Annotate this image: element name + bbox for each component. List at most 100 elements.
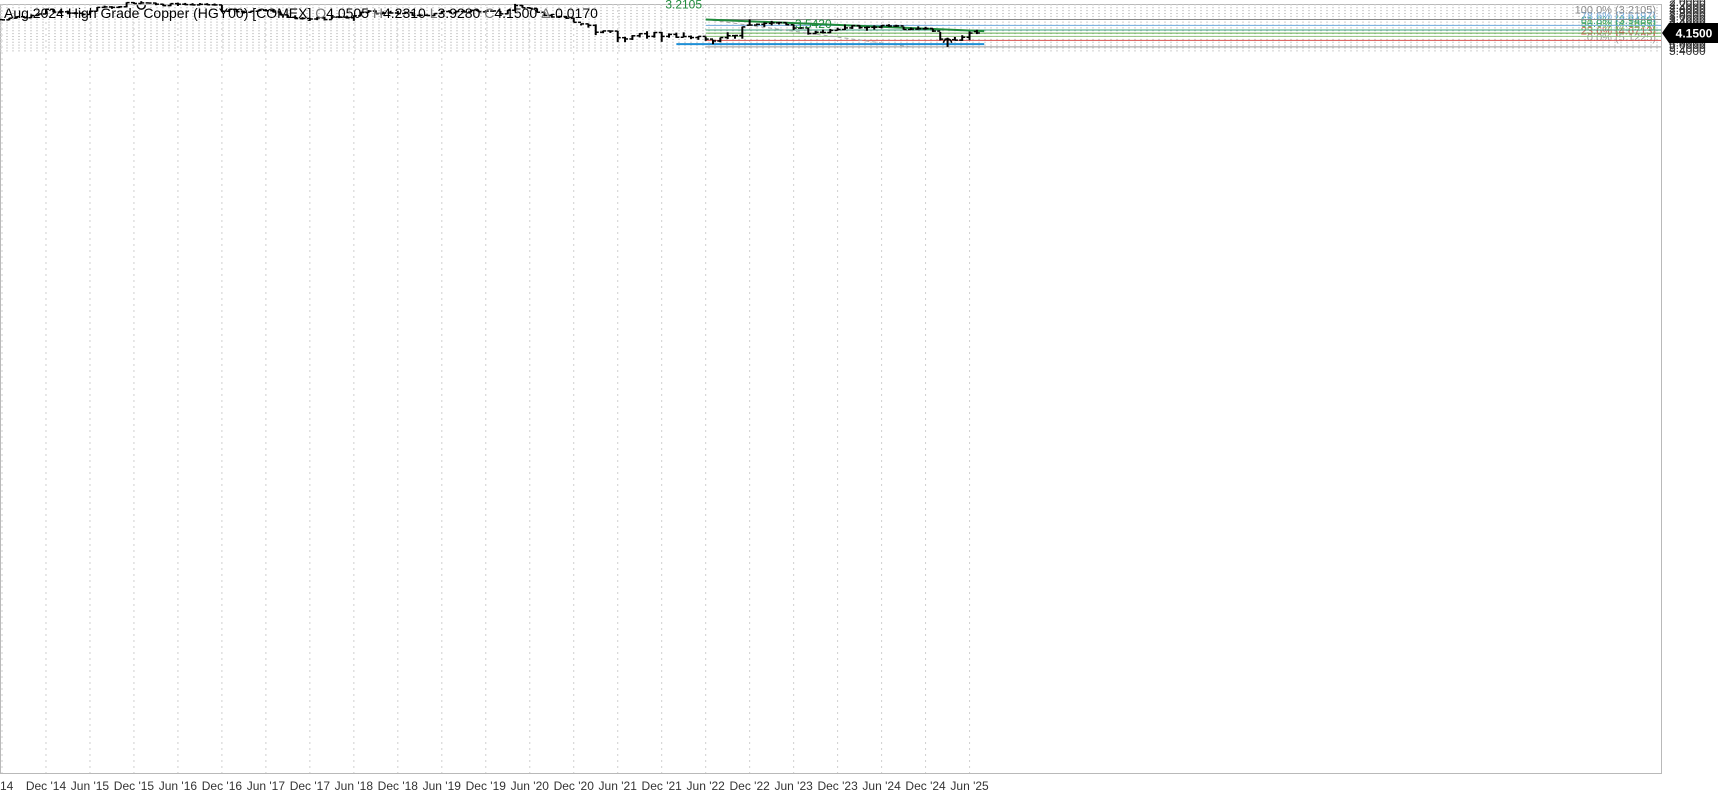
x-tick-label: Dec '17 xyxy=(290,779,331,793)
ohlc-bar xyxy=(20,15,27,19)
y-tick-label: 5.4000 xyxy=(1669,44,1706,58)
ohlc-bar xyxy=(424,14,431,17)
ohlc-bar xyxy=(695,35,702,40)
ohlc-bar xyxy=(878,24,885,29)
ohlc-bar xyxy=(416,14,423,17)
ohlc-bar xyxy=(248,10,255,13)
ohlc-bar xyxy=(196,3,203,6)
x-tick-label: Jun '22 xyxy=(687,779,726,793)
ohlc-bar xyxy=(387,10,394,14)
ohlc-bar xyxy=(336,15,343,19)
ohlc-bar xyxy=(797,27,804,29)
ohlc-bar xyxy=(585,23,592,28)
ohlc-bar xyxy=(614,30,621,43)
ohlc-bar xyxy=(94,6,101,12)
x-tick-label: Dec '23 xyxy=(817,779,858,793)
ohlc-bar xyxy=(292,15,299,20)
x-tick-label: Jun '23 xyxy=(774,779,813,793)
ohlc-bar xyxy=(907,27,914,31)
x-tick-label: Dec '22 xyxy=(730,779,771,793)
ohlc-bar xyxy=(431,12,438,17)
ohlc-bar xyxy=(622,36,629,43)
ohlc-bar xyxy=(592,24,599,36)
ohlc-bar xyxy=(746,19,753,26)
ohlc-bar xyxy=(482,10,489,13)
ohlc-bar xyxy=(607,30,614,33)
ohlc-bar xyxy=(86,10,93,16)
y-tick-label: 2.2000 xyxy=(1669,0,1706,12)
x-tick-label: Dec '16 xyxy=(202,779,243,793)
ohlc-bar xyxy=(438,10,445,15)
ohlc-bar xyxy=(512,3,519,12)
ohlc-bar xyxy=(658,31,665,42)
ohlc-bar xyxy=(761,22,768,27)
ohlc-bar xyxy=(138,1,145,5)
ohlc-bar xyxy=(922,26,929,30)
ohlc-bar xyxy=(827,28,834,34)
ohlc-bar xyxy=(739,26,746,39)
ohlc-bar xyxy=(233,8,240,13)
ohlc-bar xyxy=(189,3,196,6)
ohlc-bar xyxy=(871,25,878,30)
ohlc-bar xyxy=(204,3,211,6)
ohlc-bar xyxy=(0,18,5,21)
ohlc-bar xyxy=(226,8,233,13)
y-tick-label: 3.2000 xyxy=(1669,12,1706,26)
y-tick-label: 2.0000 xyxy=(1669,0,1706,9)
ohlc-bar xyxy=(262,9,269,12)
ohlc-bar xyxy=(951,36,958,41)
y-tick-label: 2.4000 xyxy=(1669,1,1706,15)
ohlc-bar xyxy=(299,17,306,20)
ohlc-bar xyxy=(966,31,973,41)
ohlc-bar xyxy=(893,24,900,27)
ohlc-bar xyxy=(819,29,826,34)
ohlc-bar xyxy=(218,4,225,12)
ohlc-bar xyxy=(35,13,42,17)
x-tick-label: Dec '24 xyxy=(905,779,946,793)
ohlc-bar xyxy=(937,30,944,41)
chart-header: Aug 2024 High Grade Copper (HGY00) [COME… xyxy=(4,5,598,21)
ohlc-bar xyxy=(673,32,680,39)
ohlc-bar xyxy=(775,21,782,25)
ohlc-bar xyxy=(702,35,709,41)
x-tick-label: Dec '18 xyxy=(378,779,419,793)
ohlc-bar xyxy=(841,24,848,31)
ohlc-bar xyxy=(563,15,570,20)
ohlc-bar xyxy=(578,21,585,26)
ohlc-bar xyxy=(358,11,365,17)
ohlc-bar xyxy=(453,10,460,14)
ohlc-bar xyxy=(497,10,504,15)
ohlc-bar xyxy=(600,30,607,34)
ohlc-bar xyxy=(929,27,936,32)
ohlc-bar xyxy=(380,11,387,15)
ohlc-bar xyxy=(343,16,350,19)
y-tick-label: 3.0000 xyxy=(1669,9,1706,23)
x-tick-label: Jun '25 xyxy=(950,779,989,793)
ohlc-bar xyxy=(504,9,511,15)
ohlc-bar xyxy=(321,16,328,21)
ohlc-bar xyxy=(446,10,453,14)
change-value: -0.0170 xyxy=(550,5,598,21)
ohlc-bar xyxy=(805,27,812,35)
ohlc-bar xyxy=(116,6,123,9)
ohlc-bar xyxy=(900,25,907,31)
ohlc-bar xyxy=(915,26,922,30)
ohlc-bar xyxy=(753,23,760,26)
x-tick-label: Jun '18 xyxy=(335,779,374,793)
plot-frame xyxy=(0,4,1662,774)
swing-high-marker xyxy=(942,38,953,44)
x-tick-label: Dec '15 xyxy=(114,779,155,793)
ohlc-bar xyxy=(768,20,775,26)
ohlc-bar xyxy=(885,24,892,27)
ohlc-bar xyxy=(372,10,379,15)
x-tick-label: Jun '16 xyxy=(159,779,198,793)
ohlc-bar xyxy=(365,10,372,14)
last-price-tag xyxy=(1662,22,1718,43)
ohlc-bar xyxy=(856,24,863,29)
x-tick-label: Dec '20 xyxy=(554,779,595,793)
ohlc-bar xyxy=(688,35,695,39)
chart-title: Aug 2024 High Grade Copper (HGY00) [COME… xyxy=(4,5,312,21)
ohlc-bar xyxy=(42,8,49,15)
ohlc-bar xyxy=(160,3,167,7)
